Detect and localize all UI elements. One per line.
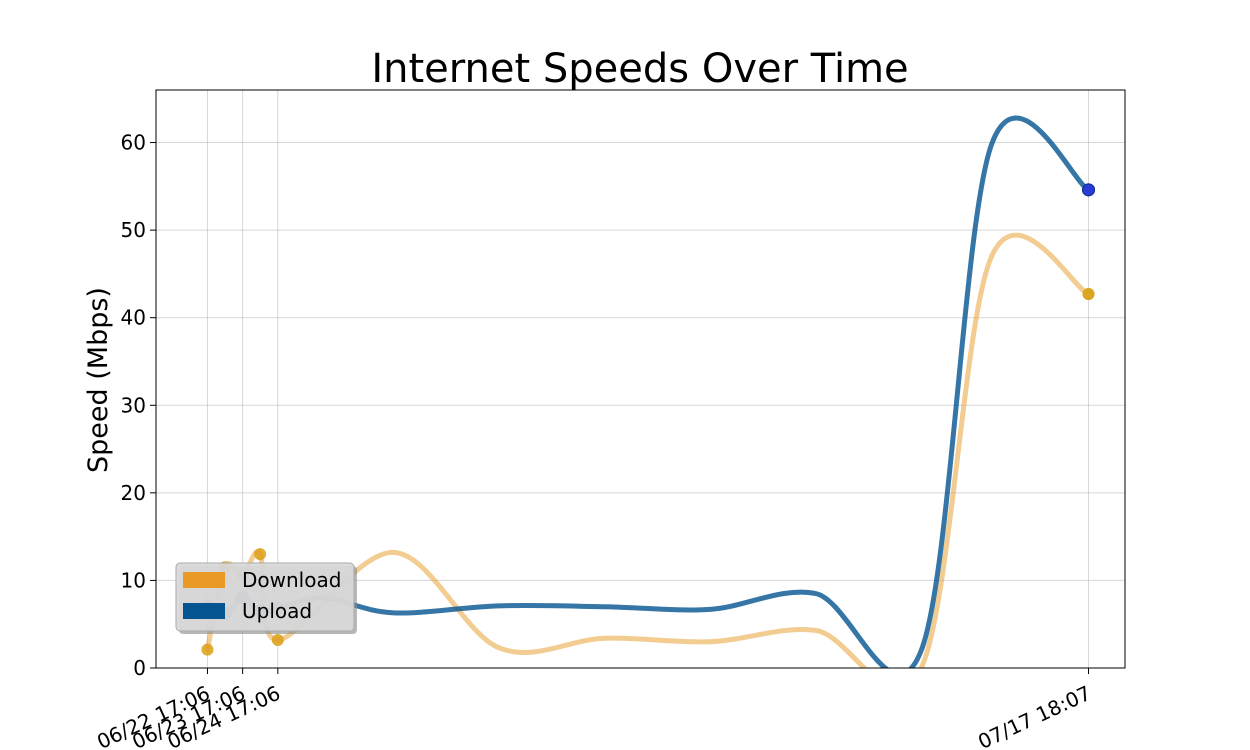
y-tick-label: 30 [121,393,146,417]
y-tick-label: 50 [121,218,146,242]
download-end-marker [1082,288,1095,301]
download-line [204,232,1092,668]
download-legend-swatch [183,572,225,588]
upload-legend-swatch [183,603,225,619]
y-tick-label: 10 [121,568,146,592]
x-tick-label: 07/17 18:07 [974,681,1094,750]
y-tick-label: 60 [121,131,146,155]
y-axis-label: Speed (Mbps) [83,287,114,473]
plot-frame [155,89,1126,669]
y-tick-label: 0 [133,656,146,680]
chart-title: Internet Speeds Over Time [371,46,908,92]
legend: Download Upload [175,562,357,634]
upload-end-marker [1082,183,1096,197]
upload-legend-label: Upload [242,599,312,623]
y-tick-label: 20 [121,481,146,505]
y-tick-label: 40 [121,306,146,330]
download-legend-label: Download [242,568,341,592]
